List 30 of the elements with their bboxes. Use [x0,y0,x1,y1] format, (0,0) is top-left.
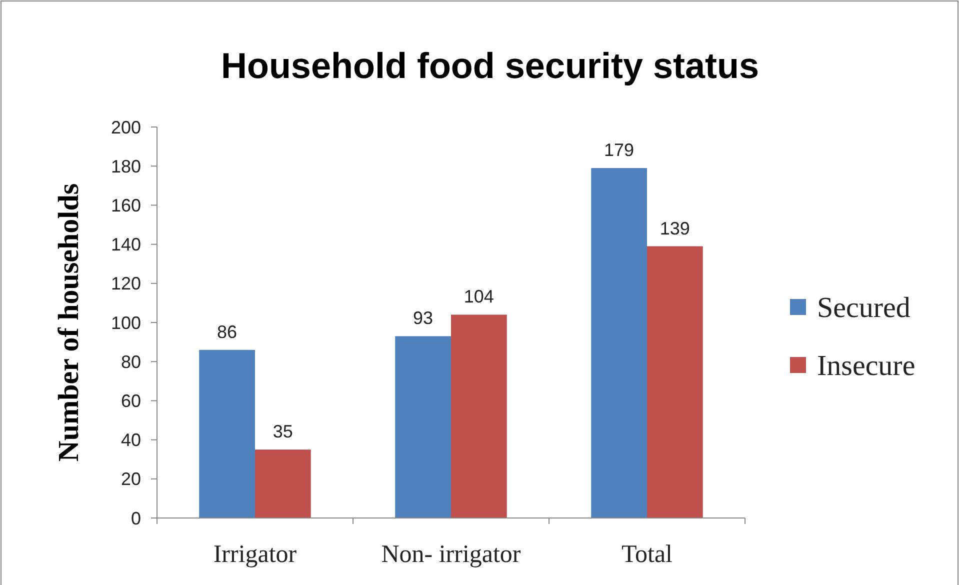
y-tick-label: 40 [120,430,141,450]
bar [199,350,255,518]
y-tick-label: 120 [110,274,141,294]
data-label: 93 [413,308,434,328]
x-tick-label: Irrigator [213,541,298,568]
y-tick-label: 180 [110,156,141,176]
x-tick-label: Total [621,541,673,568]
bar [451,314,507,518]
data-label: 139 [660,218,690,238]
chart-title: Household food security status [220,45,760,86]
y-tick-label: 60 [120,391,141,411]
bar [591,168,647,518]
y-tick-label: 200 [110,117,141,138]
y-tick-label: 160 [110,196,141,216]
y-tick-label: 80 [120,352,141,372]
y-tick-label: 0 [130,508,141,528]
x-tick-label: Non- irrigator [381,541,522,568]
data-label: 86 [217,322,238,342]
bar [647,246,703,518]
legend-label: Insecure [817,350,916,382]
data-label: 179 [604,140,634,160]
bar [395,336,451,518]
y-tick-label: 20 [120,469,141,490]
data-label: 35 [272,422,293,442]
y-axis-title: Number of households [53,183,85,462]
y-tick-label: 140 [110,234,141,255]
data-label: 104 [464,286,494,307]
legend-label: Secured [817,292,911,324]
y-tick-label: 100 [110,312,141,333]
bar [255,450,311,518]
